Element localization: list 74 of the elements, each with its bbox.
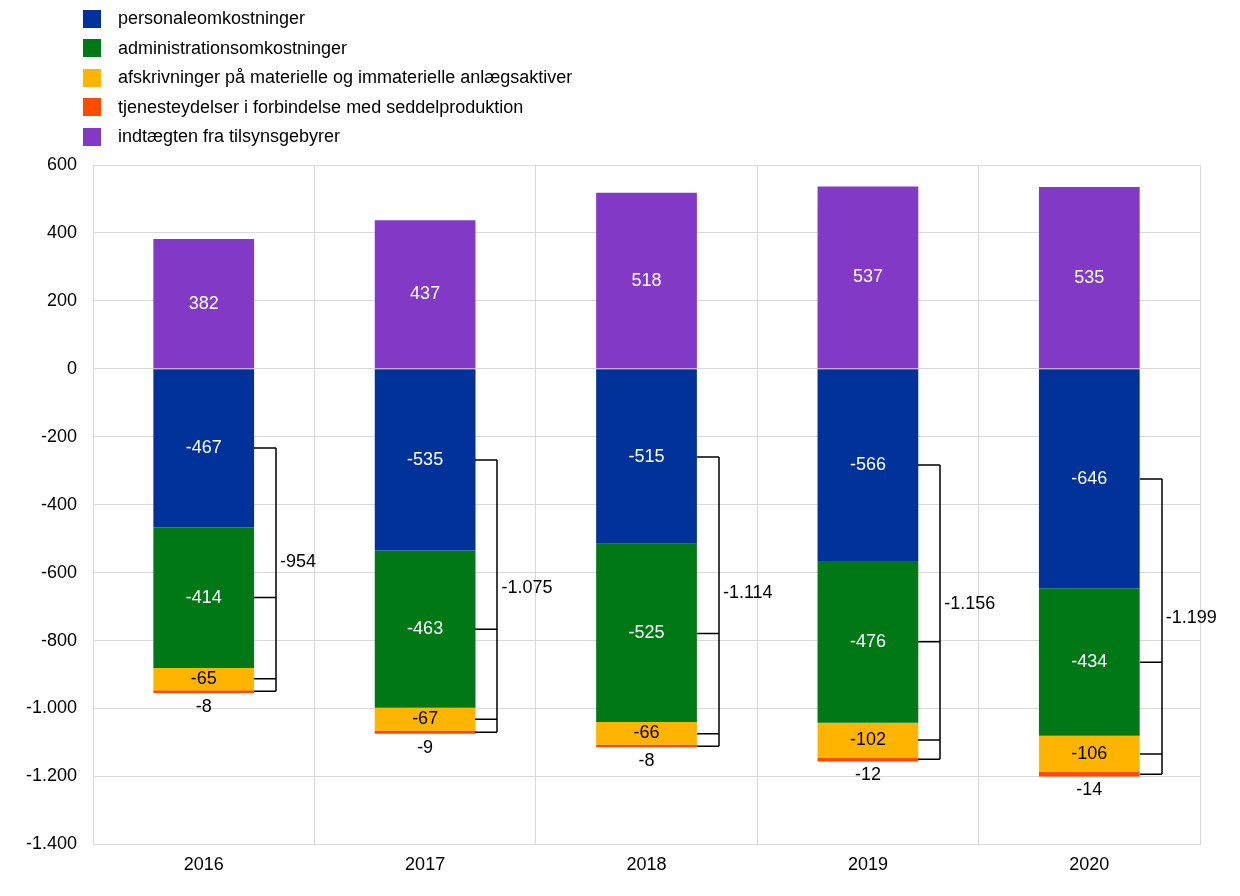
annotation: -1.114 <box>722 582 773 603</box>
data-label: -102 <box>849 729 886 750</box>
legend-label: administrationsomkostninger <box>118 37 348 59</box>
bar <box>153 690 255 693</box>
data-label: -414 <box>185 586 222 607</box>
legend-label: personaleomkostninger <box>118 8 306 30</box>
bar <box>374 730 476 734</box>
bar <box>817 369 919 562</box>
annotation: -1.075 <box>501 577 553 597</box>
y-tick-label: -200 <box>41 425 78 446</box>
bar <box>1038 588 1140 736</box>
data-label: 535 <box>1074 266 1105 287</box>
data-label: -476 <box>849 630 886 651</box>
y-tick-label: -1.200 <box>25 765 78 786</box>
y-tick-label: 600 <box>46 153 78 174</box>
bar <box>153 668 255 691</box>
data-label: -467 <box>185 437 222 458</box>
data-label: 518 <box>631 269 662 290</box>
x-tick-label: 2018 <box>626 854 667 875</box>
y-tick-label: -400 <box>41 493 78 514</box>
data-label: 437 <box>410 283 441 304</box>
data-label: -525 <box>628 621 665 642</box>
x-tick-label: 2019 <box>847 854 888 875</box>
data-label: 382 <box>188 292 219 313</box>
bar <box>374 220 476 369</box>
data-label: -566 <box>849 454 886 475</box>
data-label: -12 <box>854 764 881 785</box>
bar <box>817 757 919 762</box>
legend-label: afskrivninger på materielle og immaterielle anlægsaktiver <box>118 67 573 89</box>
bar <box>374 550 476 708</box>
bar <box>817 186 919 369</box>
y-tick-label: 200 <box>46 289 78 310</box>
bar <box>817 561 919 723</box>
annotation: -1.199 <box>1165 607 1217 628</box>
y-tick-label: 0 <box>67 357 78 378</box>
bar <box>1038 187 1140 369</box>
y-tick-label: -1.000 <box>25 697 78 718</box>
bar <box>596 543 697 723</box>
data-label: -8 <box>195 695 212 716</box>
x-tick-label: 2016 <box>183 854 224 875</box>
data-label: -66 <box>633 722 660 743</box>
data-label: -463 <box>407 618 444 639</box>
bar <box>596 369 697 544</box>
bar <box>153 527 255 669</box>
data-label: -65 <box>190 668 217 689</box>
bar <box>596 722 697 745</box>
bar <box>1038 369 1140 589</box>
bar <box>374 707 476 731</box>
data-label: -106 <box>1071 742 1108 763</box>
bar <box>153 239 255 369</box>
data-label: -515 <box>628 445 665 466</box>
data-label: -67 <box>412 708 439 729</box>
x-tick-label: 2020 <box>1069 854 1110 875</box>
legend-label: tjenesteydelser i forbindelse med seddelproduktion <box>118 96 524 118</box>
y-tick-label: -1.400 <box>25 833 78 854</box>
y-tick-label: -800 <box>41 629 78 650</box>
legend-label: indtægten fra tilsynsgebyrer <box>118 126 341 148</box>
data-label: -646 <box>1071 467 1108 488</box>
bar <box>153 369 255 528</box>
bar <box>596 192 697 369</box>
annotation: -1.156 <box>944 593 996 614</box>
x-tick-label: 2017 <box>405 854 446 875</box>
y-tick-label: 400 <box>46 221 78 242</box>
data-label: -535 <box>407 448 444 469</box>
y-tick-label: -600 <box>41 561 78 582</box>
bar <box>1038 735 1140 772</box>
data-label: -14 <box>1076 779 1103 800</box>
bar <box>817 722 919 758</box>
data-label: 537 <box>852 266 883 287</box>
data-label: -8 <box>638 750 655 771</box>
bar <box>374 369 476 551</box>
annotation: -954 <box>280 550 317 571</box>
data-label: -9 <box>417 736 434 757</box>
data-label: -434 <box>1071 650 1108 671</box>
